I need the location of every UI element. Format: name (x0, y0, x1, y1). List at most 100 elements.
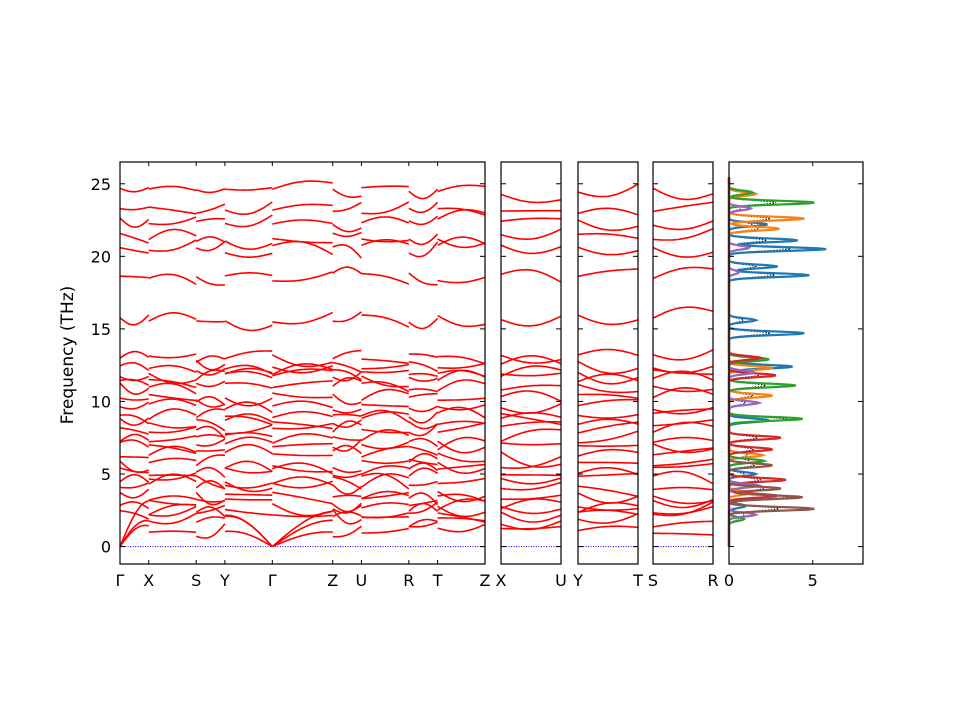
phonon-band-line (272, 410, 333, 419)
phonon-band-line (408, 501, 439, 515)
phonon-band-line (408, 353, 438, 358)
dos-x-tick-label: 0 (724, 571, 734, 590)
x-tick-label: X (143, 571, 154, 590)
phonon-band-line (361, 216, 410, 224)
phonon-band-line (652, 458, 714, 467)
phonon-band-line (500, 228, 562, 240)
phonon-band-line (224, 498, 273, 501)
phonon-band-line (577, 268, 639, 278)
phonon-band-line (272, 453, 333, 457)
phonon-band-line (224, 240, 273, 251)
phonon-band-line (120, 275, 149, 279)
phonon-band-line (437, 523, 486, 533)
phonon-band-line (119, 382, 150, 395)
phonon-band-line (224, 320, 273, 332)
phonon-band-line (148, 474, 197, 477)
phonon-band-line (500, 442, 562, 446)
phonon-band-line (148, 495, 197, 501)
phonon-band-line (577, 383, 639, 394)
phonon-band-line (148, 378, 197, 389)
phonon-band-line (272, 365, 333, 374)
phonon-band-line (272, 311, 334, 325)
phonon-band-line (437, 362, 486, 369)
phonon-band-line (500, 402, 562, 415)
phonon-band-line (119, 460, 149, 473)
phonon-band-line (119, 426, 149, 435)
phonon-band-line (148, 408, 197, 420)
phonon-band-line (652, 246, 714, 258)
phonon-band-line (408, 423, 439, 437)
phonon-band-line (271, 502, 333, 517)
phonon-band-line (148, 512, 197, 525)
phonon-band-line (653, 462, 714, 469)
y-tick-label: 5 (101, 465, 111, 484)
phonon-band-line (652, 201, 714, 213)
phonon-band-line (119, 206, 149, 211)
phonon-band-line (500, 451, 562, 468)
phonon-band-line (652, 406, 714, 415)
phonon-band-line (500, 315, 562, 327)
phonon-band-line (652, 266, 714, 280)
phonon-band-line (272, 380, 333, 389)
phonon-band-line (408, 467, 439, 477)
phonon-band-line (408, 458, 438, 466)
phonon-band-line (500, 365, 562, 378)
phonon-band-line (195, 408, 226, 419)
phonon-band-line (195, 491, 226, 506)
panel-frame (119, 161, 486, 565)
dos-x-tick-label: 5 (808, 571, 818, 590)
phonon-band-line (195, 380, 226, 388)
phonon-band-line (577, 232, 639, 240)
phonon-band-line (224, 186, 273, 191)
phonon-band-line (437, 379, 486, 392)
phonon-band-line (119, 397, 149, 401)
phonon-band-line (500, 217, 562, 222)
phonon-band-line (195, 359, 226, 371)
phonon-band-line (408, 499, 438, 507)
phonon-band-line (577, 360, 639, 375)
phonon-band-line (652, 227, 714, 241)
phonon-band-line (196, 434, 226, 439)
phonon-band-line (652, 436, 714, 444)
phonon-band-line (360, 388, 410, 401)
x-tick-label: Γ (116, 571, 125, 590)
phonon-band-line (148, 312, 197, 322)
phonon-band-line (195, 187, 226, 194)
phonon-band-line (577, 246, 639, 256)
phonon-band-line (148, 273, 197, 286)
phonon-band-line (361, 272, 410, 285)
phonon-band-line (148, 398, 197, 407)
phonon-band-line (119, 509, 150, 520)
phonon-band-line (332, 494, 362, 498)
phonon-band-line (437, 493, 486, 503)
phonon-band-line (195, 425, 226, 439)
phonon-band-line (196, 418, 226, 432)
phonon-band-line (332, 231, 362, 238)
phonon-band-line (224, 382, 273, 389)
phonon-band-line (437, 477, 486, 485)
x-tick-label: Z (327, 571, 338, 590)
phonon-band-line (148, 426, 197, 434)
phonon-band-line (652, 419, 714, 427)
phonon-band-line (119, 488, 150, 499)
phonon-band-line (148, 239, 197, 252)
phonon-band-line (578, 444, 639, 447)
phonon-band-line (196, 320, 225, 323)
phonon-band-line (577, 506, 639, 511)
x-tick-label: Γ (268, 571, 277, 590)
phonon-band-line (437, 505, 486, 518)
phonon-band-line (332, 371, 362, 382)
phonon-band-line (408, 188, 439, 200)
phonon-band-line (148, 435, 197, 443)
phonon-band-line (148, 228, 197, 241)
phonon-band-line (437, 236, 486, 247)
phonon-band-line (577, 219, 639, 232)
phonon-band-line (577, 513, 639, 525)
phonon-band-line (408, 201, 439, 214)
phonon-band-line (272, 491, 333, 505)
phonon-band-line (332, 408, 362, 414)
phonon-band-line (577, 413, 639, 419)
phonon-band-line (408, 361, 438, 373)
